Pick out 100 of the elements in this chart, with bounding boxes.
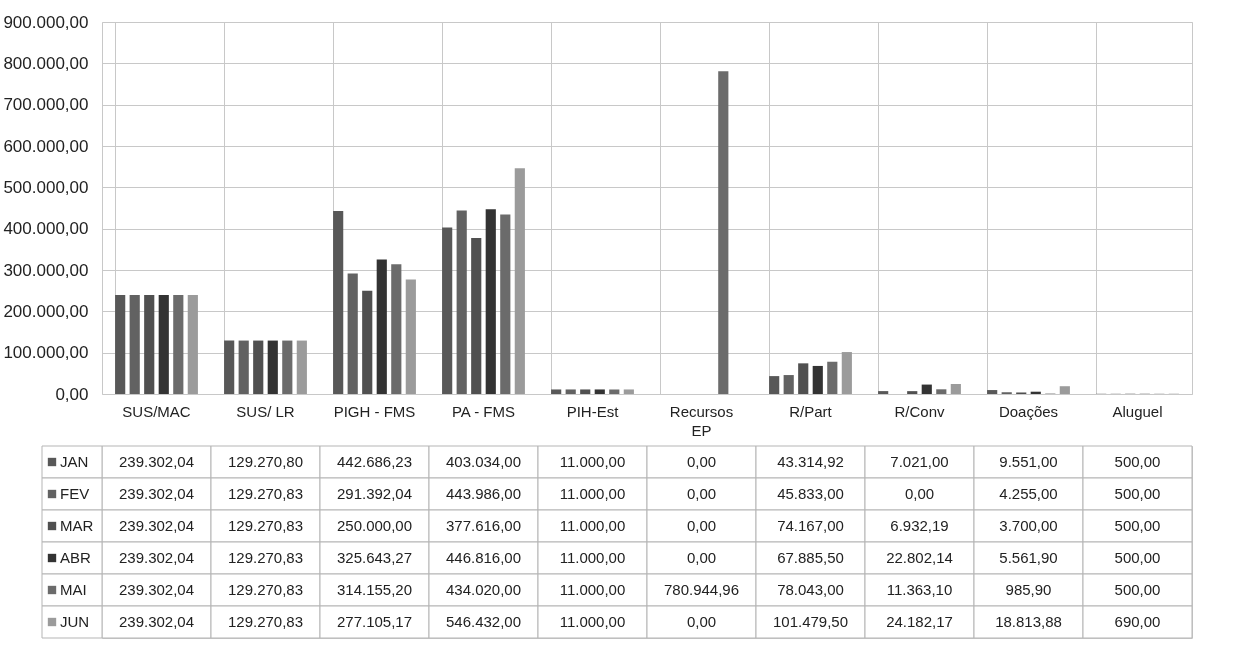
bar: [878, 391, 889, 394]
data-label: 546.432,00: [445, 613, 522, 630]
x-tick-label: Recursos EP: [669, 402, 734, 439]
bar: [253, 340, 264, 394]
bar: [187, 295, 198, 394]
data-label: 239.302,04: [118, 453, 195, 470]
data-label: 442.686,23: [336, 453, 413, 470]
data-label: 377.616,00: [445, 517, 522, 534]
data-label: 0,00: [686, 485, 717, 502]
x-tick-label: PA - FMS: [451, 402, 516, 420]
bar: [514, 168, 525, 394]
bar: [841, 352, 852, 394]
x-tick-label: PIH-Est: [566, 402, 620, 420]
x-tick-label: R/Part: [789, 402, 833, 420]
legend-label: JAN: [60, 453, 89, 470]
bar: [471, 237, 482, 394]
data-label: 7.021,00: [890, 453, 949, 470]
data-label: 239.302,04: [118, 485, 195, 502]
data-label: 690,00: [1114, 613, 1161, 630]
data-label: 277.105,17: [336, 613, 413, 630]
bar: [580, 389, 591, 394]
data-label: 434.020,00: [445, 581, 522, 598]
data-label: 3.700,00: [999, 517, 1058, 534]
data-label: 5.561,90: [999, 549, 1058, 566]
x-tick-label: R/Conv: [894, 402, 945, 420]
data-label: 43.314,92: [777, 453, 844, 470]
y-tick-label: 700.000,00: [3, 95, 89, 115]
bar: [224, 340, 235, 394]
data-label: 443.986,00: [445, 485, 522, 502]
bar: [376, 259, 387, 394]
data-label: 239.302,04: [118, 549, 195, 566]
data-label: 22.802,14: [886, 549, 953, 566]
data-label: 239.302,04: [118, 613, 195, 630]
legend-label: MAR: [60, 517, 94, 534]
bar: [442, 227, 453, 394]
bar: [609, 389, 620, 394]
x-tick-label: SUS/MAC: [122, 402, 191, 420]
bar: [129, 295, 140, 394]
data-label: 291.392,04: [336, 485, 413, 502]
x-tick-label: PIGH - FMS: [333, 402, 416, 420]
data-label: 500,00: [1114, 485, 1161, 502]
bar: [921, 384, 932, 394]
bar: [798, 363, 809, 394]
bar: [144, 295, 155, 394]
data-label: 0,00: [686, 613, 717, 630]
data-label: 101.479,50: [772, 613, 849, 630]
y-tick-label: 900.000,00: [3, 12, 89, 32]
data-label: 985,90: [1005, 581, 1052, 598]
bar: [950, 384, 961, 394]
data-label: 780.944,96: [663, 581, 740, 598]
data-label: 129.270,83: [227, 485, 304, 502]
data-label: 129.270,83: [227, 581, 304, 598]
bar: [238, 340, 249, 394]
bar: [267, 340, 278, 394]
data-label: 239.302,04: [118, 581, 195, 598]
bar: [115, 295, 126, 394]
bar: [158, 295, 169, 394]
bar: [907, 391, 918, 394]
x-tick-label: Aluguel: [1112, 402, 1163, 420]
data-label: 129.270,83: [227, 549, 304, 566]
y-tick-label: 300.000,00: [3, 260, 89, 280]
data-label: 45.833,00: [777, 485, 844, 502]
bar: [718, 71, 729, 394]
data-label: 500,00: [1114, 453, 1161, 470]
data-label: 0,00: [904, 485, 935, 502]
legend-label: FEV: [60, 485, 90, 502]
bar: [405, 279, 416, 394]
legend-label: ABR: [60, 549, 92, 566]
data-label: 74.167,00: [777, 517, 844, 534]
data-label: 129.270,80: [227, 453, 304, 470]
bar: [987, 390, 998, 394]
bar: [362, 290, 373, 394]
bar: [623, 389, 634, 394]
y-tick-label: 200.000,00: [3, 301, 89, 321]
data-label: 67.885,50: [777, 549, 844, 566]
data-label: 250.000,00: [336, 517, 413, 534]
bar: [282, 340, 293, 394]
bar: [296, 340, 307, 394]
data-label: 129.270,83: [227, 517, 304, 534]
x-tick-label: SUS/ LR: [236, 402, 295, 420]
data-label: 11.000,00: [559, 453, 626, 470]
data-label: 500,00: [1114, 549, 1161, 566]
data-label: 11.000,00: [559, 485, 626, 502]
bar: [565, 389, 576, 394]
bar: [500, 214, 511, 394]
data-label: 239.302,04: [118, 517, 195, 534]
data-label: 11.000,00: [559, 517, 626, 534]
y-tick-label: 600.000,00: [3, 136, 89, 156]
bar: [769, 376, 780, 394]
y-tick-label: 0,00: [55, 384, 89, 404]
x-tick-label: Doações: [998, 402, 1059, 420]
data-label: 403.034,00: [445, 453, 522, 470]
bar: [594, 389, 605, 394]
bar: [333, 211, 344, 394]
data-label: 0,00: [686, 453, 717, 470]
bar: [551, 389, 562, 394]
bar: [783, 375, 794, 394]
bar: [485, 209, 496, 394]
data-label: 325.643,27: [336, 549, 413, 566]
data-label: 9.551,00: [999, 453, 1058, 470]
